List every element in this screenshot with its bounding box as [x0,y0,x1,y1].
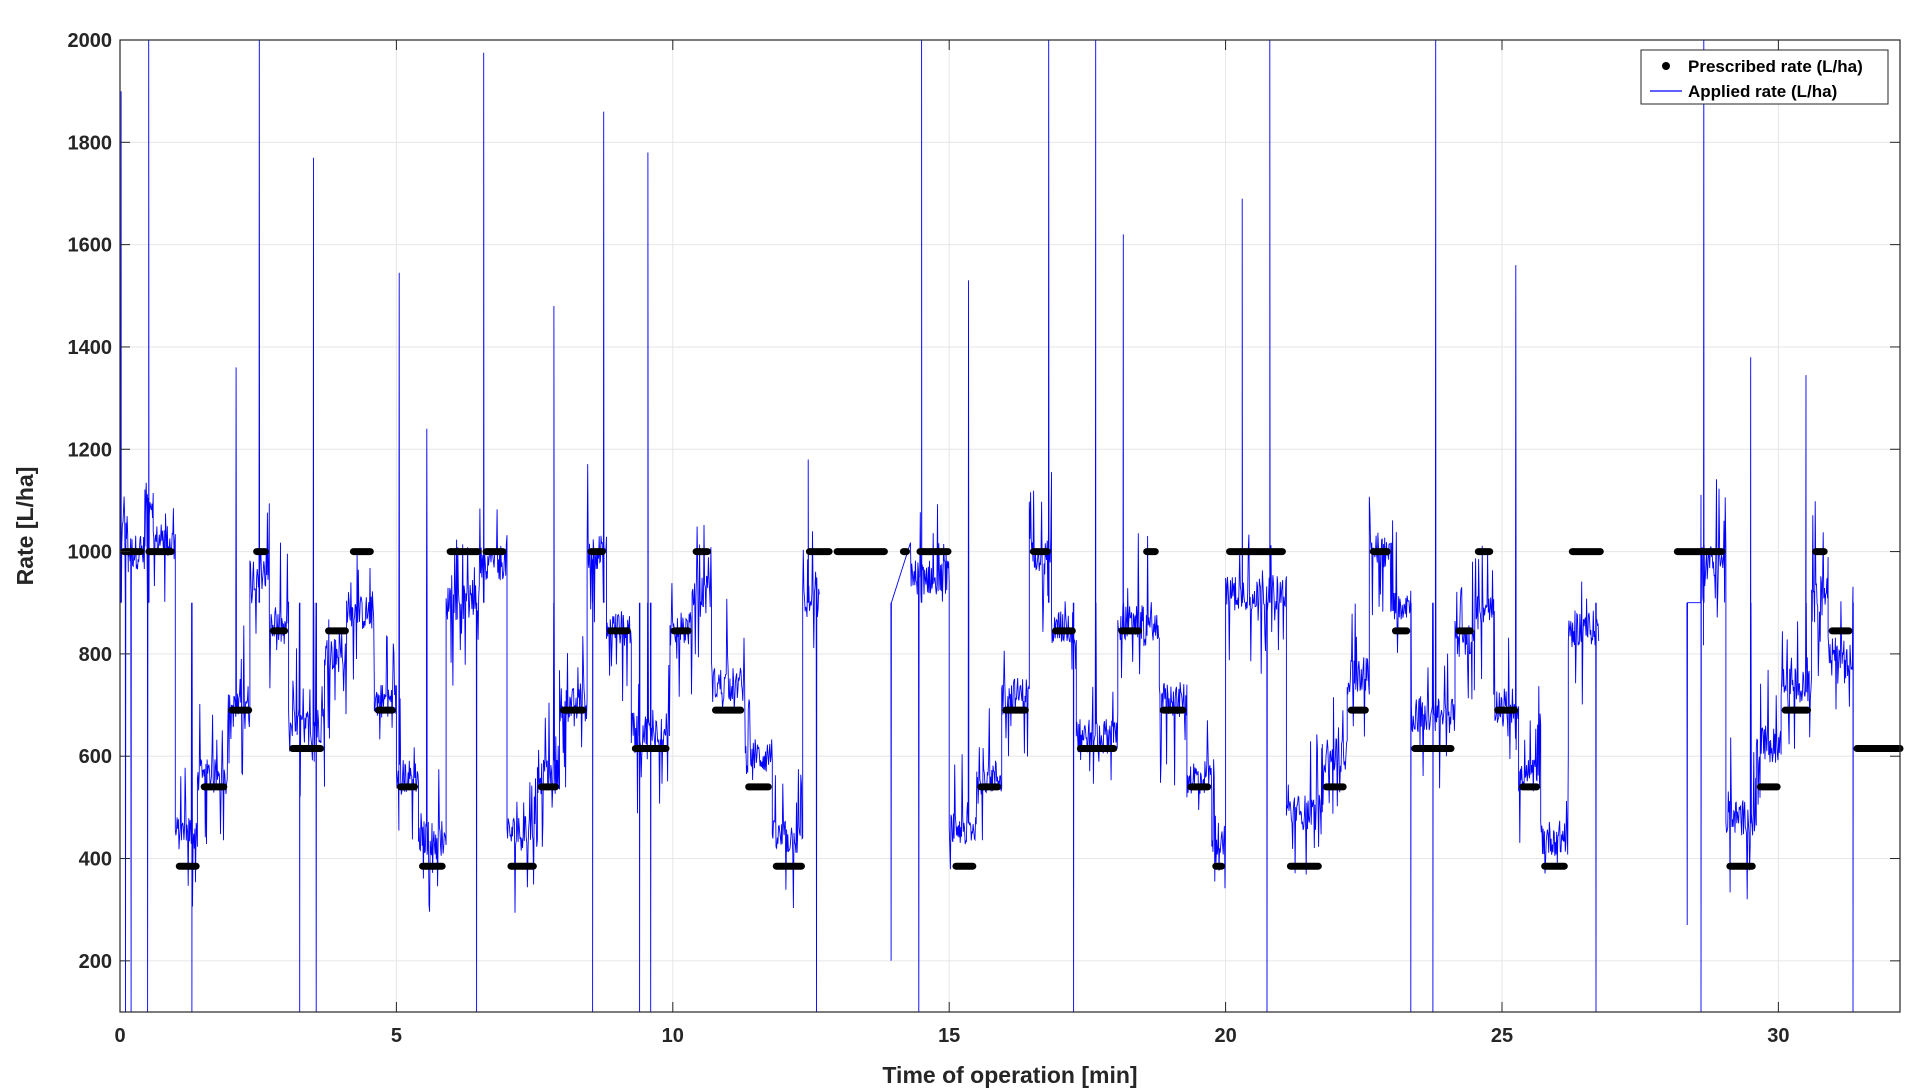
x-tick-label-6: 30 [1767,1025,1789,1047]
legend-box [1640,49,1889,105]
x-tick-label-0: 0 [114,1025,125,1047]
y-axis-label: Rate [L/ha] [12,467,38,586]
x-tick-label-1: 5 [391,1025,402,1047]
y-tick-label-5: 1200 [68,439,113,461]
legend-label-applied: Applied rate (L/ha) [1688,82,1837,101]
y-tick-label-6: 1400 [68,337,113,359]
x-axis-label: Time of operation [min] [882,1062,1137,1088]
y-tick-label-8: 1800 [68,132,113,154]
prescribed-rate-series [120,548,1904,870]
y-tick-label-0: 200 [79,951,112,973]
y-tick-label-4: 1000 [68,542,113,564]
legend-label-prescribed: Prescribed rate (L/ha) [1688,57,1863,76]
axis-ticks: 0 5 10 15 20 25 30 200 400 600 800 1000 1200 1400 1600… [68,30,1900,1047]
y-tick-label-1: 400 [79,849,112,871]
x-tick-label-2: 10 [662,1025,684,1047]
x-tick-label-4: 20 [1214,1025,1236,1047]
legend-marker-prescribed [1662,62,1670,70]
legend: Prescribed rate (L/ha) Applied rate (L/h… [1640,49,1889,105]
y-tick-label-2: 600 [79,746,112,768]
x-tick-label-5: 25 [1491,1025,1513,1047]
plot-frame [119,39,1901,1013]
y-tick-label-7: 1600 [68,235,113,257]
plot-area [120,40,1900,1012]
y-tick-label-3: 800 [79,644,112,666]
x-tick-label-3: 15 [938,1025,960,1047]
y-tick-label-9: 2000 [68,30,113,52]
